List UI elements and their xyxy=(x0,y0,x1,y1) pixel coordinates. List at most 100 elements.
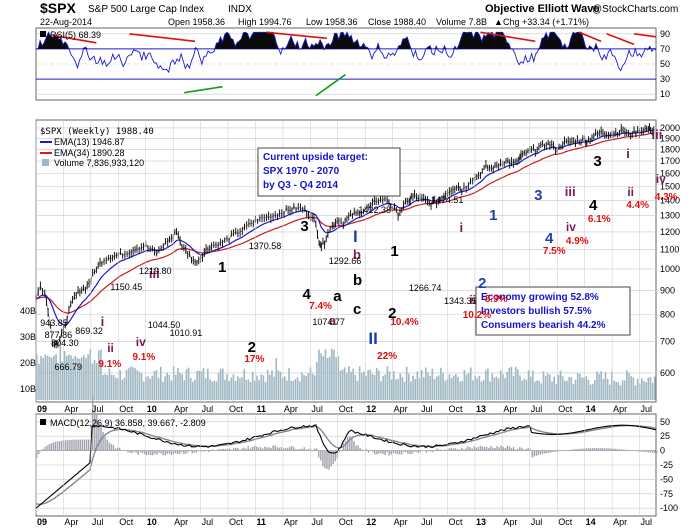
volume-bar xyxy=(617,382,620,400)
volume-bar xyxy=(127,368,130,400)
macd-histogram-bar xyxy=(365,449,368,451)
volume-bar xyxy=(89,349,92,400)
volume-bar xyxy=(70,355,72,400)
volume-bar xyxy=(478,375,481,400)
x-tick-label: Apr xyxy=(64,404,78,414)
x-tick-label: 13 xyxy=(476,517,486,527)
macd-histogram-bar xyxy=(56,441,59,451)
macd-histogram-bar xyxy=(438,449,440,451)
volume-bar xyxy=(653,376,656,400)
volume-bar xyxy=(108,368,111,400)
price-tick-label: 1900 xyxy=(660,133,680,143)
wave-label: i xyxy=(626,146,630,161)
macd-level-label: 0 xyxy=(660,446,665,456)
macd-histogram-bar xyxy=(568,449,571,451)
macd-histogram-bar xyxy=(54,441,57,451)
stats-line1: Economy growing 52.8% xyxy=(481,292,599,303)
macd-histogram-bar xyxy=(508,446,511,451)
wave-label: 1 xyxy=(218,259,226,276)
volume-bar xyxy=(179,372,181,400)
volume-bar xyxy=(425,367,427,400)
x-tick-label: Oct xyxy=(229,404,244,414)
macd-histogram-bar xyxy=(85,439,88,451)
volume-bar xyxy=(157,377,160,400)
volume-bar xyxy=(219,368,222,400)
correction-percent-label: 7.5% xyxy=(543,246,566,257)
volume-bar xyxy=(254,380,256,400)
price-tick-label: 800 xyxy=(660,309,675,319)
volume-bar xyxy=(649,376,652,400)
date: 22-Aug-2014 xyxy=(40,17,92,27)
volume-bar xyxy=(91,363,94,400)
macd-histogram-bar xyxy=(514,449,517,451)
macd-histogram-bar xyxy=(641,450,643,452)
macd-histogram-bar xyxy=(425,450,428,453)
volume-bar xyxy=(305,375,307,400)
x-tick-label: Oct xyxy=(558,404,573,414)
volume-bar xyxy=(564,380,566,400)
macd-histogram-bar xyxy=(496,446,498,451)
macd-histogram-bar xyxy=(459,449,461,451)
rsi-legend: RSI(5) 68.39 xyxy=(40,30,101,40)
volume-bar xyxy=(117,378,119,400)
brand: Objective Elliott Wave xyxy=(485,3,600,15)
volume-bar xyxy=(457,376,459,400)
x-tick-label: Oct xyxy=(339,404,354,414)
volume-bar xyxy=(373,374,376,400)
macd-histogram-bar xyxy=(67,440,69,451)
macd-histogram-bar xyxy=(558,450,560,452)
volume-bar xyxy=(555,383,558,400)
volume-bar xyxy=(549,374,551,400)
volume-bar xyxy=(162,381,164,400)
macd-histogram-bar xyxy=(390,450,392,455)
price-value-label: 869.32 xyxy=(75,326,103,336)
macd-histogram-bar xyxy=(129,450,131,453)
volume-bar xyxy=(226,374,228,400)
x-tick-label: Apr xyxy=(284,404,298,414)
volume: Volume 7.8B xyxy=(436,17,487,27)
volume-bar xyxy=(288,367,290,400)
volume-bar xyxy=(600,371,603,400)
x-tick-label: Jul xyxy=(202,404,214,414)
volume-bar xyxy=(228,381,231,400)
correction-percent-label: 9.1% xyxy=(98,359,121,370)
wave-label: iii xyxy=(651,127,662,142)
wave-labels: iii9.1%iiiiv9.1%1217%347.4%Iababc1210.4%… xyxy=(98,127,677,370)
volume-bar xyxy=(98,350,100,400)
x-tick-label: 12 xyxy=(366,404,376,414)
macd-histogram-bar xyxy=(226,448,229,451)
volume-bar xyxy=(155,370,158,400)
macd-histogram-bar xyxy=(396,450,399,454)
rsi-bearish-divergence xyxy=(578,31,602,43)
x-tick-label: Jul xyxy=(421,404,433,414)
macd-histogram-bar xyxy=(60,440,63,451)
macd-histogram-bar xyxy=(517,448,519,451)
volume-bar xyxy=(429,375,431,400)
macd-histogram-bar xyxy=(436,448,438,451)
macd-histogram-bar xyxy=(262,448,264,451)
macd-histogram-bar xyxy=(502,446,504,451)
macd-histogram-bar xyxy=(581,448,583,451)
price-value-label: 877.86 xyxy=(45,330,73,340)
macd-histogram-bar xyxy=(450,447,453,451)
volume-bar xyxy=(570,376,573,400)
volume-bar xyxy=(279,371,282,400)
wave-label: ii xyxy=(627,185,634,199)
volume-bar xyxy=(211,381,213,400)
volume-bar xyxy=(153,371,156,400)
wave-label: 1 xyxy=(390,243,398,260)
volume-bar xyxy=(134,368,136,400)
open: Open 1958.36 xyxy=(168,17,225,27)
price-value-label: 1266.74 xyxy=(409,283,442,293)
target-box: Current upside target: SPX 1970 - 2070 b… xyxy=(257,147,401,197)
macd-histogram-bar xyxy=(98,422,100,451)
macd-histogram-bar xyxy=(537,450,540,456)
wave-label: c xyxy=(353,301,361,318)
macd-histogram-bar xyxy=(177,450,179,455)
macd-histogram-bar xyxy=(340,450,343,451)
volume-bar xyxy=(647,377,650,400)
price-value-label: 1343.35 xyxy=(444,296,477,306)
volume-bar xyxy=(326,358,329,400)
macd-histogram-bar xyxy=(293,447,295,451)
volume-bar xyxy=(160,366,162,400)
